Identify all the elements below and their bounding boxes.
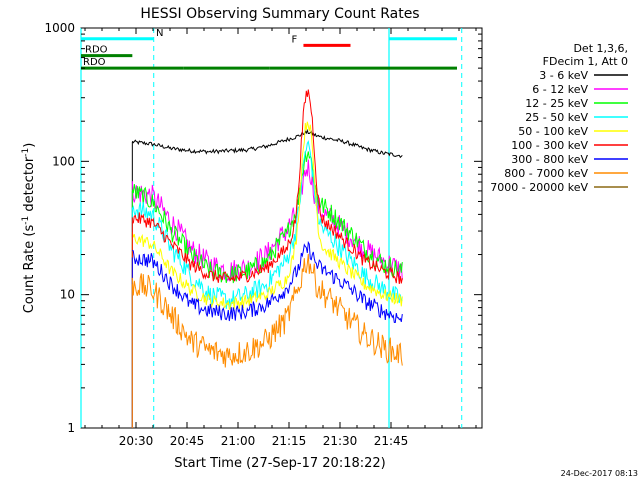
legend-label: 300 - 800 keV (511, 153, 588, 166)
y-tick-label: 10 (60, 288, 75, 302)
legend-header-line1: Det 1,3,6, (573, 42, 628, 55)
x-tick-label: 20:45 (170, 434, 205, 448)
series-line (131, 253, 403, 368)
y-axis-label-sup1: -1 (21, 216, 31, 225)
y-axis-label: Count Rate (s-1 detector-1) (21, 143, 37, 314)
series-line (131, 121, 403, 311)
x-tick-label: 21:00 (221, 434, 256, 448)
y-tick-label: 1 (67, 421, 75, 435)
series-line (132, 89, 403, 284)
flag-label: F (291, 34, 297, 45)
guide-lines (80, 28, 463, 428)
series-line (131, 139, 403, 309)
series-line (131, 240, 403, 324)
x-tick-label: 21:30 (323, 434, 358, 448)
legend-label: 12 - 25 keV (525, 97, 588, 110)
legend-header-line2: FDecim 1, Att 0 (543, 55, 628, 68)
x-tick-label: 20:30 (119, 434, 154, 448)
legend-label: 50 - 100 keV (518, 125, 588, 138)
legend-label: 800 - 7000 keV (504, 167, 588, 180)
legend-label: 25 - 50 keV (525, 111, 588, 124)
legend-label: 6 - 12 keV (532, 83, 588, 96)
y-axis-label-main: Count Rate (s (22, 225, 37, 314)
y-tick-label: 100 (52, 154, 75, 168)
series-layer (131, 89, 403, 428)
timestamp: 24-Dec-2017 08:13 (561, 469, 638, 478)
x-axis-ticks: 20:30 20:45 21:00 21:15 21:30 21:45 (84, 28, 477, 448)
y-axis-ticks: 1 10 100 1000 (44, 21, 482, 435)
legend-label: 7000 - 20000 keV (490, 181, 588, 194)
x-axis-label: Start Time (27-Sep-17 20:18:22) (174, 456, 385, 471)
legend-label: 3 - 6 keV (539, 69, 588, 82)
x-tick-label: 21:45 (374, 434, 409, 448)
flag-label: RDO (83, 57, 106, 68)
y-axis-label-mid: detector (22, 156, 37, 216)
y-axis-label-sup2: -1 (21, 148, 31, 157)
legend-label: 100 - 300 keV (511, 139, 588, 152)
y-tick-label: 1000 (44, 21, 75, 35)
chart-title: HESSI Observing Summary Count Rates (140, 6, 419, 22)
x-tick-label: 21:15 (272, 434, 307, 448)
y-axis-label-end: ) (22, 143, 37, 148)
flag-label: N (156, 28, 163, 39)
series-line (131, 128, 403, 159)
flag-label: RDO (85, 45, 108, 56)
